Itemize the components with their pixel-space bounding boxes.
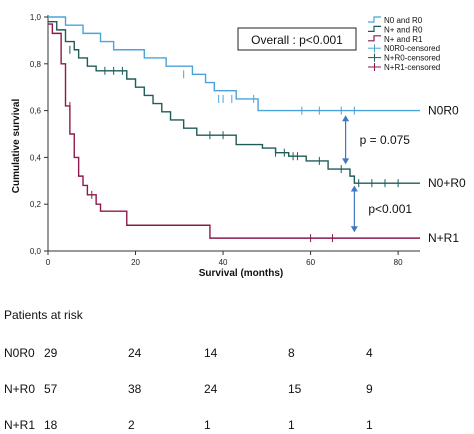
series-end-labels: N0R0 N0+R0 N+R1 xyxy=(428,104,466,246)
x-tick-label: 40 xyxy=(219,258,228,267)
series-line-nplusr1 xyxy=(48,23,420,239)
x-tick-label: 20 xyxy=(131,258,140,267)
x-tick-label: 0 xyxy=(46,258,51,267)
pvalue-label: p<0.001 xyxy=(368,202,412,216)
legend-line-swatch xyxy=(368,16,381,23)
x-axis-label: Survival (months) xyxy=(199,268,283,279)
y-tick-label: 0,4 xyxy=(30,153,42,162)
legend-label: N+R1-censored xyxy=(384,63,440,72)
arrow-head-up xyxy=(350,185,358,192)
risk-row-n0r0: N0R0 29 24 14 8 4 xyxy=(0,346,474,362)
y-tick-label: 0,0 xyxy=(30,247,42,256)
x-tick-label: 80 xyxy=(394,258,403,267)
series-end-label: N0R0 xyxy=(428,104,459,118)
risk-cell: 24 xyxy=(204,382,218,396)
risk-cell: 4 xyxy=(366,346,373,360)
series-line-nplusr0 xyxy=(48,20,420,184)
risk-cell: 24 xyxy=(128,346,142,360)
legend-label: N+R0-censored xyxy=(384,54,440,63)
risk-row-nr1: N+R1 18 2 1 1 1 xyxy=(0,418,474,434)
legend-label: N+ and R1 xyxy=(384,35,423,44)
risk-cell: 15 xyxy=(288,382,302,396)
legend-label: N0 and R0 xyxy=(384,16,423,25)
y-tick-label: 0,2 xyxy=(30,200,42,209)
y-axis-label: Cumulative survival xyxy=(11,99,22,194)
patients-at-risk-table: Patients at risk N0R0 29 24 14 8 4 N+R0 … xyxy=(0,296,474,432)
series-line-n0r0 xyxy=(48,16,420,112)
risk-row-label: N0R0 xyxy=(4,346,35,360)
risk-cell: 1 xyxy=(204,418,211,432)
legend-line-swatch xyxy=(368,25,381,32)
risk-cell: 9 xyxy=(366,382,373,396)
risk-row-nr0: N+R0 57 38 24 15 9 xyxy=(0,382,474,398)
overall-pvalue-box: Overall : p<0.001 xyxy=(237,27,357,51)
risk-cell: 57 xyxy=(44,382,58,396)
pvalue-label: p = 0.075 xyxy=(360,133,411,147)
series-end-label: N0+R0 xyxy=(428,176,466,190)
chart-series xyxy=(48,16,420,243)
risk-cell: 14 xyxy=(204,346,218,360)
y-tick-label: 1,0 xyxy=(30,13,42,22)
legend-line-swatch xyxy=(368,35,381,42)
risk-cell: 1 xyxy=(366,418,373,432)
series-end-label: N+R1 xyxy=(428,231,459,245)
chart-axes: 0,0 0,2 0,4 0,6 0,8 1,0 0 20 40 60 80 xyxy=(30,13,420,267)
x-tick-label: 60 xyxy=(306,258,315,267)
risk-row-label: N+R1 xyxy=(4,418,36,432)
chart-legend: N0 and R0N+ and R0N+ and R1N0R0-censored… xyxy=(368,16,440,72)
chart-annotations: p = 0.075 p<0.001 xyxy=(342,115,412,233)
risk-cell: 18 xyxy=(44,418,58,432)
arrow-head-down xyxy=(342,158,350,165)
risk-cell: 8 xyxy=(288,346,295,360)
legend-label: N0R0-censored xyxy=(384,44,440,53)
risk-cell: 2 xyxy=(128,418,135,432)
overall-pvalue: Overall : p<0.001 xyxy=(251,33,343,47)
risk-cell: 38 xyxy=(128,382,142,396)
y-tick-label: 0,8 xyxy=(30,60,42,69)
y-tick-label: 0,6 xyxy=(30,107,42,116)
arrow-head-up xyxy=(342,115,350,122)
legend-label: N+ and R0 xyxy=(384,25,423,34)
risk-cell: 1 xyxy=(288,418,295,432)
arrow-head-down xyxy=(350,226,358,233)
risk-table-title: Patients at risk xyxy=(4,308,83,322)
risk-row-label: N+R0 xyxy=(4,382,36,396)
survival-chart: 0,0 0,2 0,4 0,6 0,8 1,0 0 20 40 60 80 p = 0.075 p<0… xyxy=(11,13,466,279)
risk-cell: 29 xyxy=(44,346,58,360)
